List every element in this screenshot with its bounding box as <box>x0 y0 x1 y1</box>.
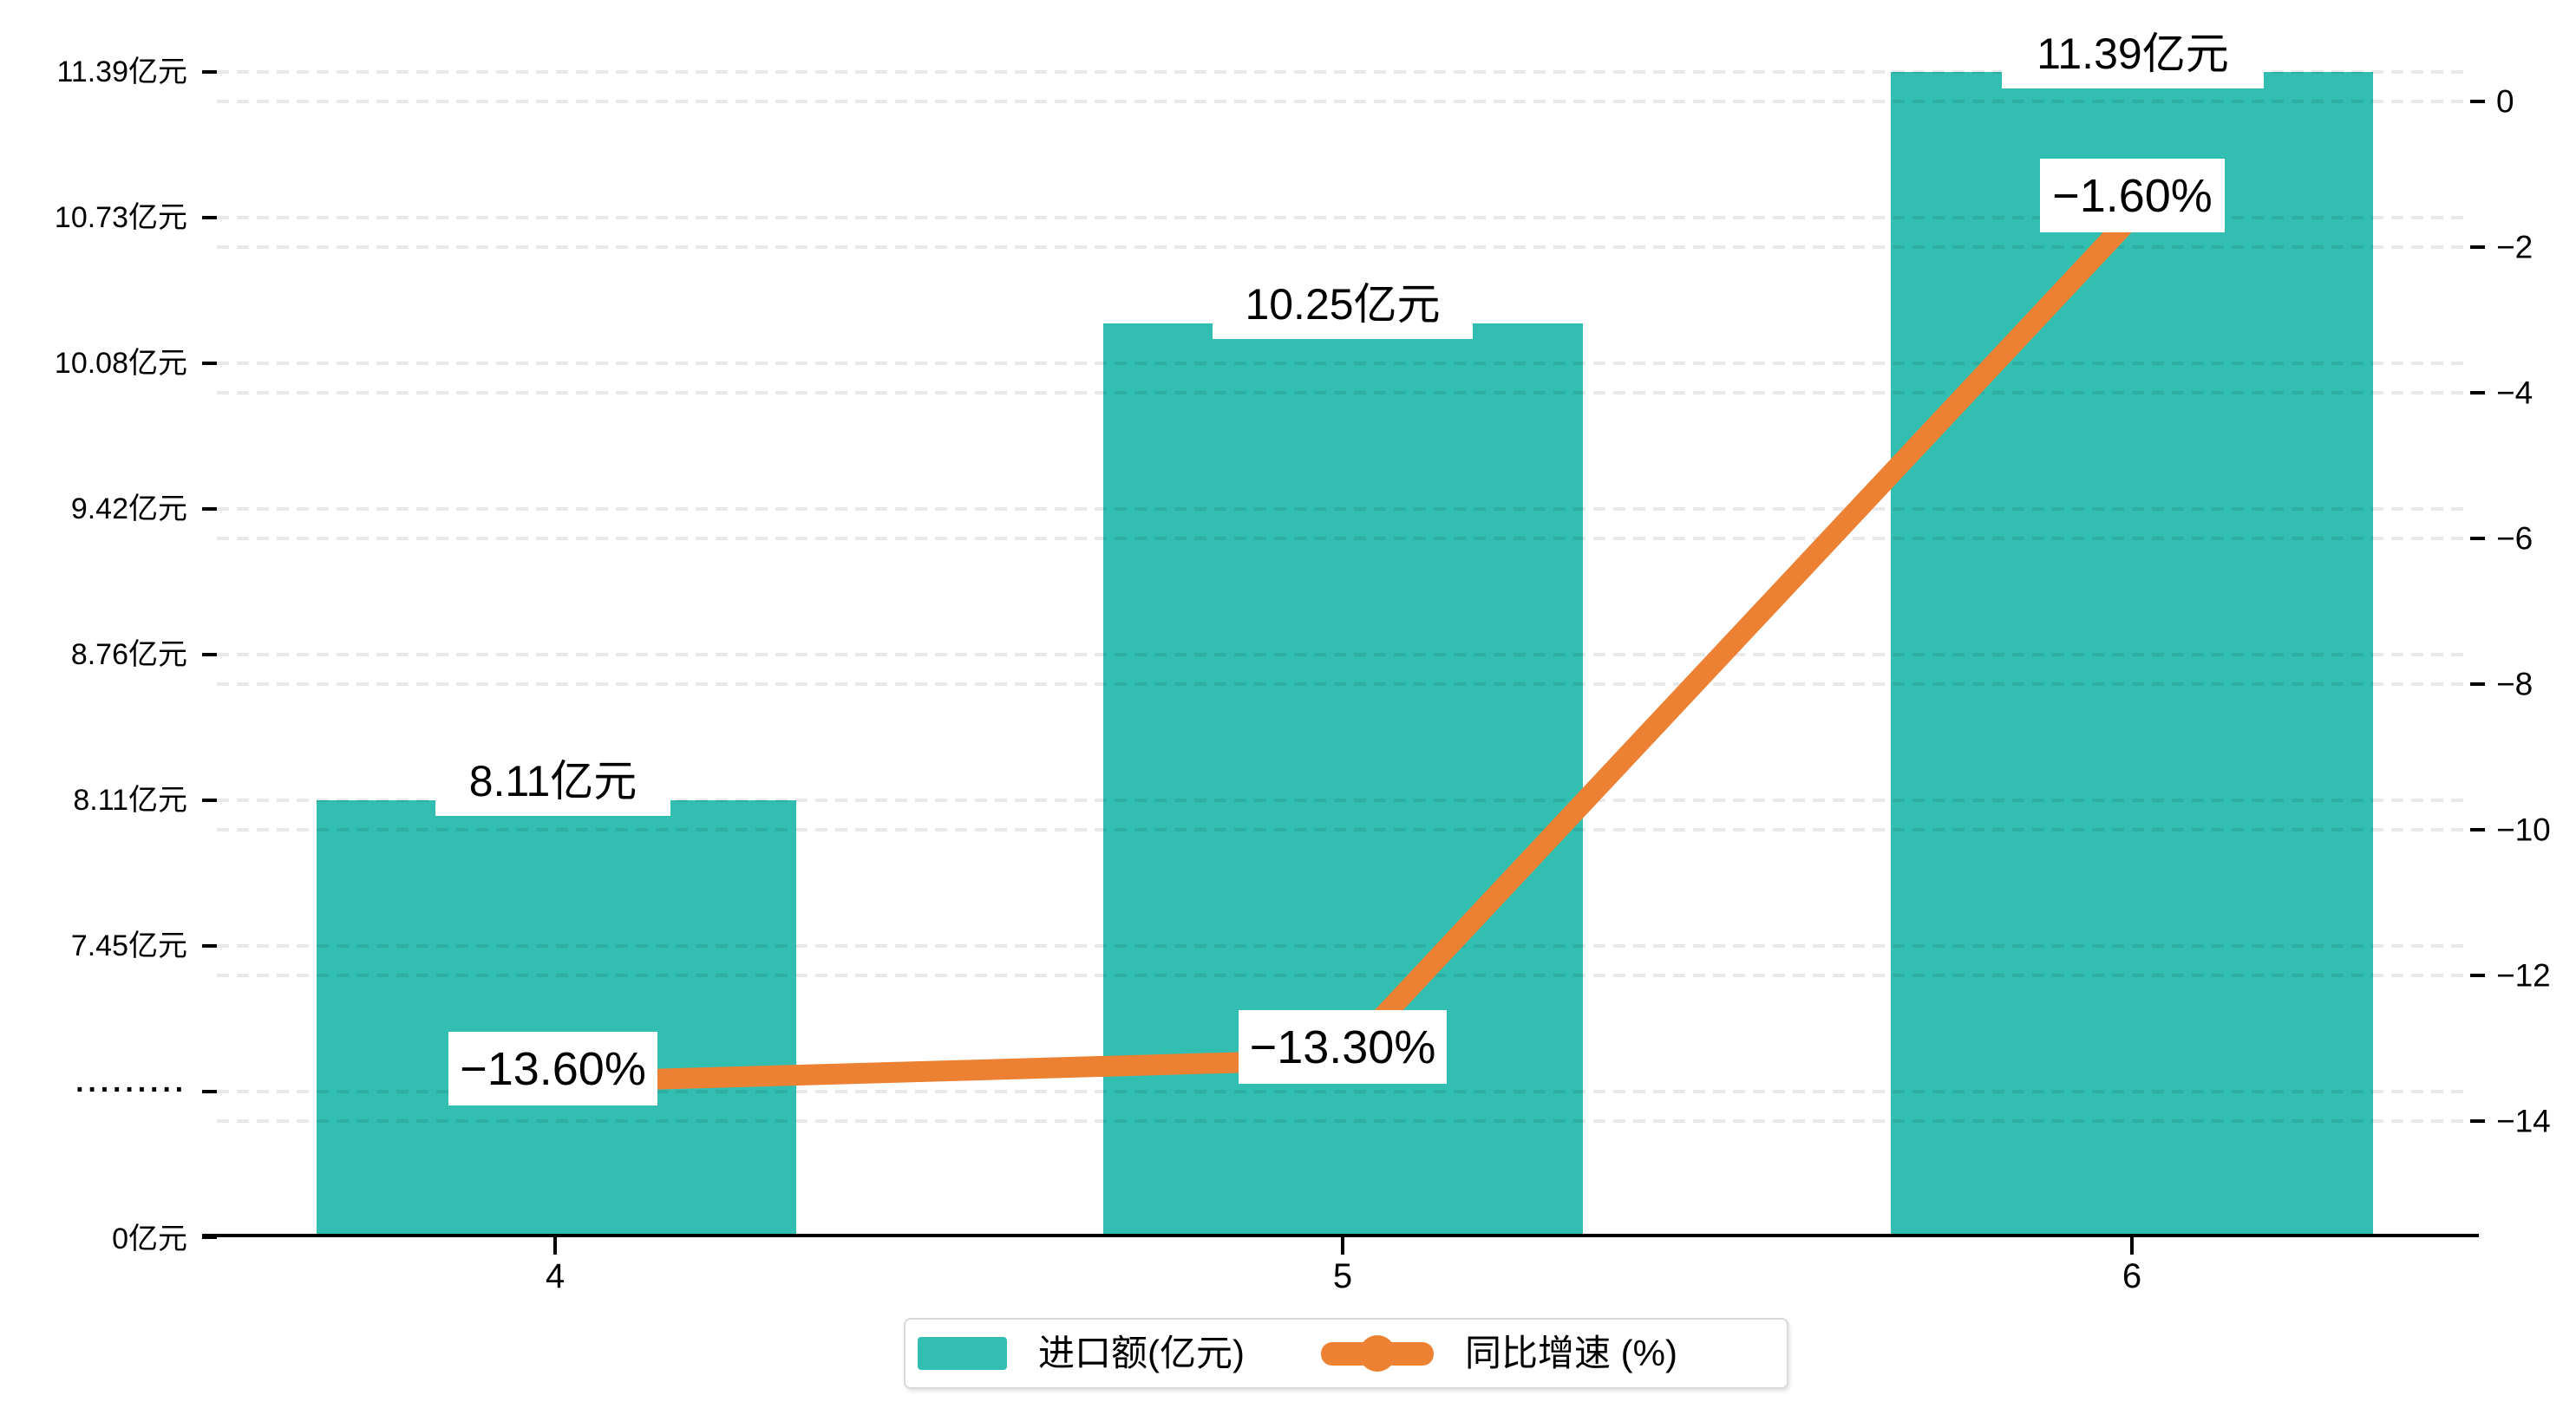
left-axis-label: 8.11亿元 <box>73 784 187 817</box>
gridline-right-axis <box>217 974 2468 977</box>
x-axis-line <box>202 1234 2479 1237</box>
gridline-right-axis <box>217 1119 2468 1123</box>
right-axis-tick <box>2470 100 2485 103</box>
left-axis-tick <box>202 362 217 365</box>
right-axis-tick <box>2470 974 2485 977</box>
gridline-right-axis <box>217 391 2468 395</box>
bar-month-5 <box>1103 323 1583 1234</box>
left-axis-label: 7.45亿元 <box>70 929 187 962</box>
right-axis-label: 0 <box>2496 83 2514 120</box>
left-axis-label: 9.42亿元 <box>70 492 187 525</box>
bar-swatch-icon <box>918 1337 1007 1370</box>
gridline-right-axis <box>217 245 2468 249</box>
right-axis-tick <box>2470 245 2485 249</box>
left-axis-tick <box>202 799 217 802</box>
growth-value-label: −1.60% <box>2040 159 2225 232</box>
line-dot-icon <box>1320 1335 1434 1372</box>
legend-item-imports[interactable]: 进口额(亿元) <box>906 1335 1245 1372</box>
bar-value-label: 11.39亿元 <box>2002 19 2264 88</box>
gridline-right-axis <box>217 537 2468 540</box>
bar-value-label: 10.25亿元 <box>1213 270 1473 339</box>
gridline-left-axis <box>217 653 2468 656</box>
left-axis-label: 0亿元 <box>112 1223 187 1255</box>
right-axis-tick <box>2470 391 2485 395</box>
right-axis-label: −2 <box>2496 229 2534 265</box>
gridline-left-axis <box>217 362 2468 365</box>
right-axis-tick <box>2470 682 2485 686</box>
right-axis-tick <box>2470 537 2485 540</box>
left-axis-label: 8.76亿元 <box>70 638 187 671</box>
left-axis-tick <box>202 944 217 948</box>
left-axis-label: 10.08亿元 <box>54 347 187 380</box>
right-axis-label: −4 <box>2496 375 2534 411</box>
x-axis-tick <box>1341 1237 1344 1255</box>
right-axis-label: −12 <box>2496 957 2551 994</box>
legend-item-growth[interactable]: 同比增速 (%) <box>1245 1335 1677 1372</box>
left-axis-tick <box>202 1236 217 1239</box>
x-axis-tick <box>553 1237 557 1255</box>
x-axis-label: 5 <box>1332 1257 1353 1295</box>
right-axis-tick <box>2470 1119 2485 1123</box>
x-axis-label: 6 <box>2122 1257 2142 1295</box>
left-axis-tick <box>202 1090 217 1093</box>
gridline-left-axis <box>217 70 2468 74</box>
right-axis-label: −14 <box>2496 1103 2551 1139</box>
x-axis-label: 4 <box>545 1257 566 1295</box>
x-axis-tick <box>2130 1237 2134 1255</box>
gridline-right-axis <box>217 100 2468 103</box>
left-axis-break-label: ········· <box>75 1073 187 1106</box>
gridline-right-axis <box>217 828 2468 831</box>
right-axis-label: −10 <box>2496 812 2551 848</box>
growth-value-label: −13.60% <box>448 1032 657 1105</box>
left-axis-label: 10.73亿元 <box>54 201 187 234</box>
left-axis-tick <box>202 507 217 511</box>
legend: 进口额(亿元) 同比增速 (%) <box>904 1318 1788 1389</box>
left-axis-label: 11.39亿元 <box>56 55 187 88</box>
left-axis-tick <box>202 653 217 656</box>
gridline-right-axis <box>217 682 2468 686</box>
left-axis-tick <box>202 216 217 219</box>
gridline-left-axis <box>217 507 2468 511</box>
legend-label-growth: 同比增速 (%) <box>1464 1333 1677 1373</box>
right-axis-tick <box>2470 828 2485 831</box>
gridline-left-axis <box>217 944 2468 948</box>
bar-value-label: 8.11亿元 <box>435 747 670 816</box>
right-axis-label: −8 <box>2496 666 2534 702</box>
bar-month-4 <box>317 800 796 1234</box>
left-axis-tick <box>202 70 217 74</box>
growth-value-label: −13.30% <box>1239 1010 1447 1084</box>
right-axis-label: −6 <box>2496 520 2534 557</box>
legend-label-imports: 进口额(亿元) <box>1038 1333 1245 1373</box>
